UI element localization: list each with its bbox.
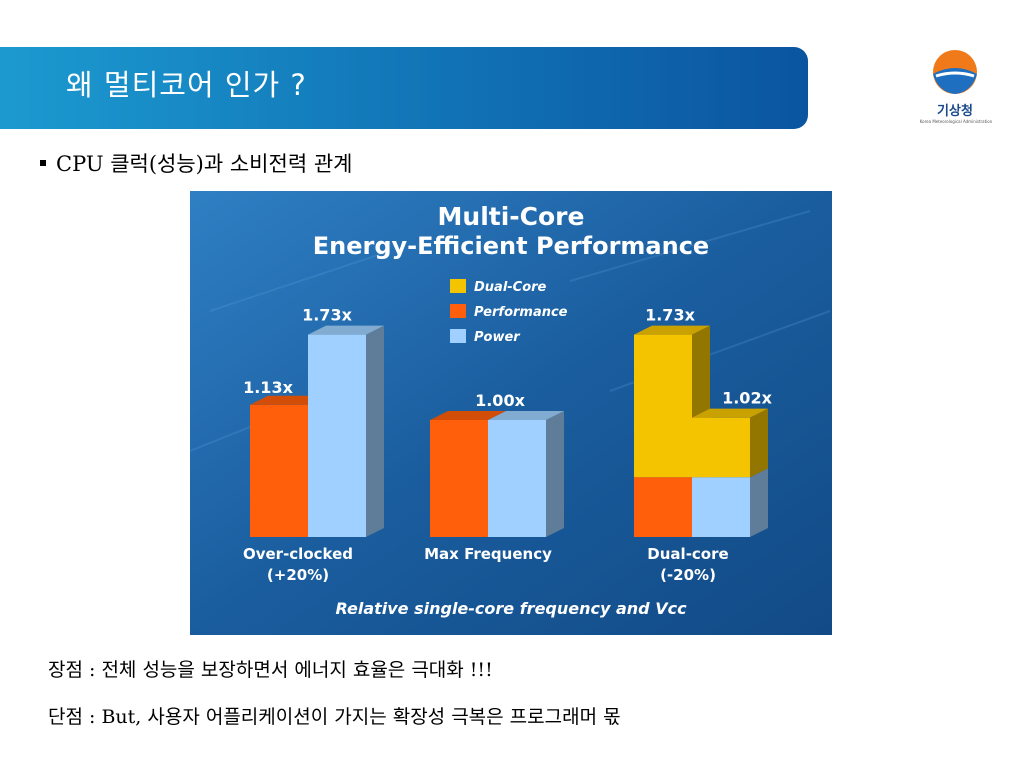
bar-dualcore-core2-dual-top: [692, 408, 768, 418]
bar-dualcore-power-side: [750, 468, 768, 537]
bar-overclocked-power-side: [366, 325, 384, 537]
advantage-note: 장점 : 전체 성능을 보장하면서 에너지 효율은 극대화 !!!: [48, 659, 493, 681]
disadvantage-note: 단점 : But, 사용자 어플리케이션이 가지는 확장성 극복은 프로그래머 …: [48, 706, 621, 728]
bar-dualcore-core1-dual-top: [634, 325, 710, 335]
bar-dualcore-core2-dual: [692, 408, 768, 478]
category-label: Max Frequency: [424, 545, 552, 563]
bar-maxfreq-power-top: [488, 411, 564, 420]
bar-maxfreq-performance-top: [430, 411, 506, 420]
slide-title: 왜 멀티코어 인가 ?: [66, 68, 307, 102]
chart-category-labels: Over-clocked (+20%) Max Frequency Dual-core…: [243, 545, 729, 584]
bullet-text: CPU 클럭(성능)과 소비전력 관계: [56, 152, 353, 176]
legend-swatch: [450, 304, 466, 318]
legend-label: Power: [474, 330, 521, 345]
value-label: 1.13x: [243, 378, 293, 397]
bar-dualcore-power: [692, 468, 768, 537]
legend-swatch: [450, 279, 466, 293]
chart-title: Multi-Core: [438, 202, 585, 231]
bar-overclocked-power-top: [308, 325, 384, 335]
value-label: 1.02x: [722, 389, 772, 408]
bar-chart: Multi-Core Energy-Efficient Performance …: [189, 191, 832, 635]
bar-dualcore-core1-dual-front: [634, 334, 692, 478]
bar-dualcore-performance-front: [634, 477, 692, 537]
bar-maxfreq-performance-front: [430, 420, 488, 537]
bullet-item: CPU 클럭(성능)과 소비전력 관계: [40, 148, 352, 178]
category-label-sub: (+20%): [267, 566, 329, 584]
legend-swatch: [450, 329, 466, 343]
bar-overclocked-power-front: [308, 334, 366, 537]
logo-subtitle: Korea Meteorological Administration: [919, 119, 993, 124]
category-label: Dual-core: [647, 545, 728, 563]
category-label-sub: (-20%): [660, 566, 716, 584]
bar-maxfreq-power-front: [488, 420, 546, 537]
legend-label: Dual-Core: [474, 280, 547, 295]
chart-footer: Relative single-core frequency and Vcc: [335, 599, 687, 618]
kma-logo-icon: [933, 50, 977, 94]
logo-name: 기상청: [937, 104, 973, 119]
category-label: Over-clocked: [243, 545, 353, 563]
chart-subtitle: Energy-Efficient Performance: [313, 232, 709, 260]
legend-label: Performance: [474, 305, 568, 320]
chart-bars: [250, 325, 768, 537]
bullet-square-icon: [40, 159, 46, 166]
bar-dualcore-core2-dual-front: [692, 417, 750, 478]
bar-maxfreq-power-side: [546, 411, 564, 537]
title-bar: [0, 47, 808, 129]
bar-dualcore-power-front: [692, 477, 750, 537]
value-label: 1.73x: [302, 306, 352, 325]
value-label: 1.00x: [475, 391, 525, 410]
bar-overclocked-power: [308, 325, 384, 537]
bar-overclocked-performance-top: [250, 395, 326, 405]
bar-dualcore-core2-dual-side: [750, 408, 768, 478]
chart-value-labels: 1.13x 1.73x 1.00x 1.73x 1.02x: [243, 306, 772, 410]
chart-legend: Dual-Core Performance Power: [450, 279, 568, 345]
bar-maxfreq-power: [488, 411, 564, 537]
bar-overclocked-performance-front: [250, 404, 308, 537]
value-label: 1.73x: [645, 306, 695, 325]
chart-container: Multi-Core Energy-Efficient Performance …: [189, 191, 832, 635]
